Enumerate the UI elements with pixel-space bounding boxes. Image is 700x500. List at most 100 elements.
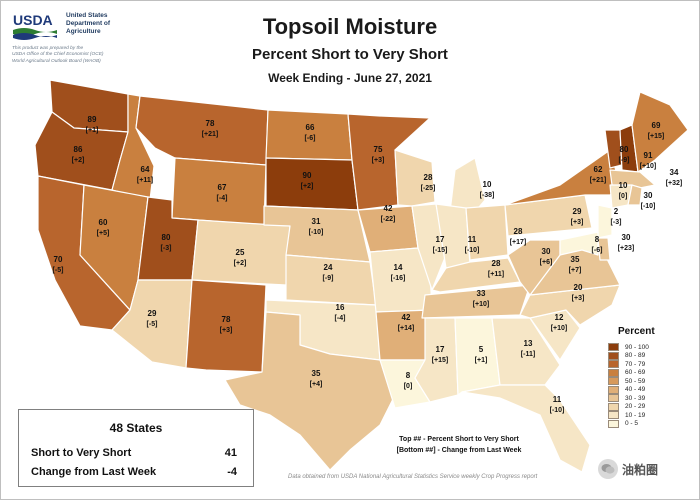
state-change-label: [+15]: [432, 357, 449, 364]
legend-swatch: [608, 377, 619, 386]
state-change-label: [-5]: [147, 321, 158, 328]
state-ri: [627, 184, 643, 206]
state-change-label: [+3]: [220, 327, 233, 334]
state-change-label: [-4]: [217, 195, 228, 202]
state-value-label: 20: [574, 283, 583, 292]
state-value-label: 30: [542, 247, 551, 256]
state-change-label: [-38]: [480, 192, 495, 199]
state-value-label: 35: [571, 255, 580, 264]
state-value-label: 17: [436, 235, 445, 244]
state-change-label: [-6]: [305, 135, 316, 142]
state-value-label: 80: [620, 145, 629, 154]
watermark-text: 油粕圈: [622, 462, 659, 477]
state-value-label: 42: [402, 313, 411, 322]
state-value-label: 33: [477, 289, 486, 298]
state-change-label: [+4]: [310, 381, 323, 388]
state-value-label: 91: [644, 151, 653, 160]
state-value-label: 35: [312, 369, 321, 378]
state-change-label: [-3]: [161, 245, 172, 252]
state-value-label: 31: [312, 217, 321, 226]
state-value-label: 8: [406, 371, 411, 380]
state-me: [631, 91, 689, 173]
state-change-label: [+2]: [234, 260, 247, 267]
legend-swatch: [608, 394, 619, 403]
legend-swatch: [608, 360, 619, 369]
state-wi: [394, 149, 436, 207]
state-value-label: 12: [555, 313, 564, 322]
state-change-label: [-25]: [421, 185, 436, 192]
state-change-label: [+21]: [590, 177, 607, 184]
legend-label: 30 - 39: [625, 394, 646, 402]
legend-item: 70 - 79: [608, 360, 655, 369]
state-value-label: 42: [384, 204, 393, 213]
state-change-label: [-9]: [323, 275, 334, 282]
state-value-label: 62: [594, 165, 603, 174]
legend-item: 30 - 39: [608, 394, 655, 403]
legend-item: 80 - 89: [608, 351, 655, 361]
state-value-label: 8: [595, 235, 600, 244]
wechat-icon: [598, 459, 618, 479]
agency-name: United States Department of Agriculture: [66, 12, 110, 36]
state-change-label: [-11]: [521, 351, 535, 358]
legend-label: 60 - 69: [625, 369, 646, 377]
state-value-label: 78: [206, 119, 215, 128]
state-value-label: 16: [336, 303, 345, 312]
state-value-label: 14: [394, 263, 403, 272]
state-change-label: [+1]: [86, 127, 99, 134]
state-change-label: [+10]: [640, 163, 657, 170]
legend-label: 20 - 29: [625, 403, 646, 411]
summary-row-short: Short to Very Short 41: [31, 447, 243, 459]
state-change-label: [+21]: [202, 131, 219, 138]
state-change-label: [+11]: [137, 177, 153, 184]
state-value-label: 60: [99, 218, 108, 227]
state-change-label: [+32]: [666, 180, 683, 187]
state-fl: [461, 384, 591, 473]
legend-swatch: [608, 385, 619, 394]
state-value-label: 25: [236, 248, 245, 257]
prepared-line: World Agricultural Outlook Board (WAOB): [12, 58, 101, 64]
state-value-label: 70: [54, 255, 63, 264]
state-change-label: [+10]: [551, 325, 568, 332]
state-value-label: 67: [218, 183, 227, 192]
state-md: [559, 231, 599, 256]
state-value-label: 30: [644, 191, 653, 200]
state-tx: [224, 311, 396, 471]
summary-row-label: Short to Very Short: [31, 447, 132, 459]
summary-row-label: Change from Last Week: [31, 466, 157, 478]
state-value-label: 5: [479, 345, 484, 354]
state-change-label: [-4]: [335, 315, 346, 322]
state-value-label: 80: [162, 233, 171, 242]
state-ga: [491, 317, 561, 386]
data-source-note: Data obtained from USDA National Agricul…: [288, 474, 538, 480]
state-value-label: 11: [553, 395, 562, 404]
state-change-label: [+5]: [97, 230, 110, 237]
state-nm: [185, 279, 267, 373]
legend-item: 0 - 5: [608, 419, 655, 429]
state-value-label: 28: [514, 227, 523, 236]
legend-item: 90 - 100: [608, 343, 655, 352]
usda-logo: USDA: [13, 12, 57, 40]
watermark: 油粕圈: [598, 459, 658, 479]
state-ky: [431, 257, 521, 293]
state-value-label: 17: [436, 345, 445, 354]
state-value-label: 24: [324, 263, 333, 272]
legend-swatch: [608, 411, 619, 420]
legend-label: 70 - 79: [625, 360, 646, 368]
state-change-label: [+15]: [648, 133, 665, 140]
agency-line: United States: [66, 12, 108, 19]
legend-item: 10 - 19: [608, 411, 655, 420]
legend-label: 0 - 5: [625, 420, 639, 428]
legend-label: 90 - 100: [625, 343, 649, 351]
state-change-label: [0]: [619, 193, 628, 200]
state-change-label: [+3]: [571, 219, 584, 226]
state-value-label: 86: [74, 145, 83, 154]
state-change-label: [+3]: [572, 295, 585, 302]
prepared-by-note: This product was prepared by the USDA Of…: [12, 46, 104, 65]
legend-swatch: [608, 368, 619, 377]
state-value-label: 89: [88, 115, 97, 124]
agency-line: Agriculture: [66, 28, 101, 35]
summary-row-value: 41: [224, 447, 237, 459]
state-change-label: [-15]: [433, 247, 448, 254]
legend-item: 60 - 69: [608, 368, 655, 378]
state-change-label: [-10]: [309, 229, 324, 236]
